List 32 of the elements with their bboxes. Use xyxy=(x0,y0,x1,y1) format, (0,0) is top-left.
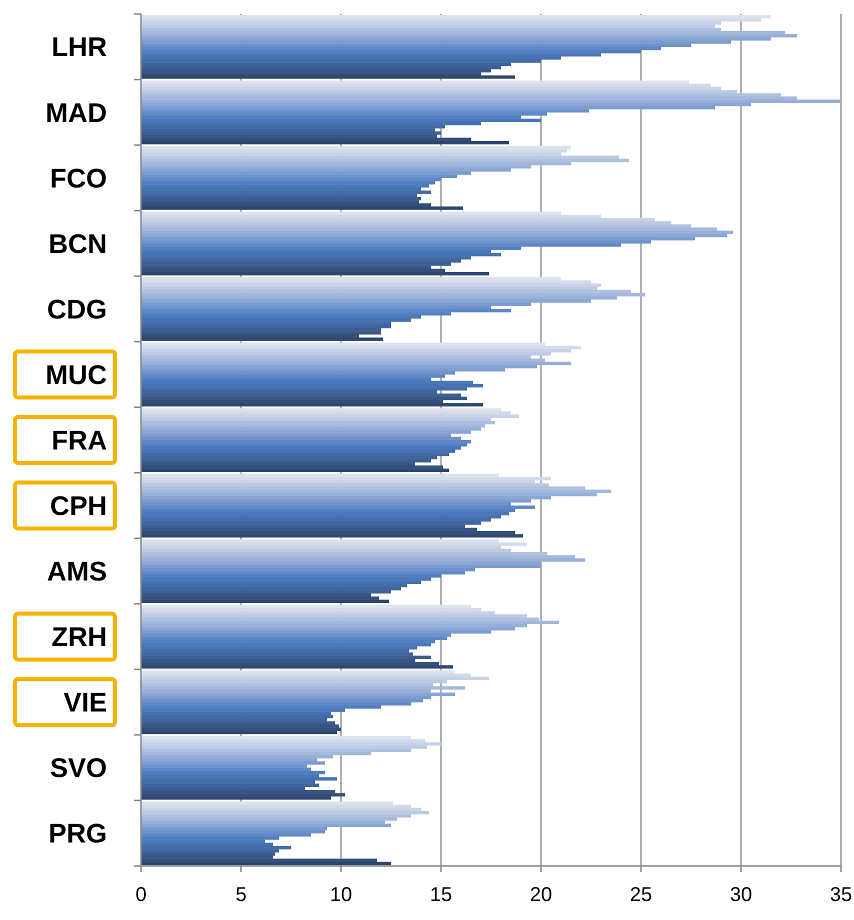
y-tick-label: PRG xyxy=(48,818,107,849)
bar xyxy=(141,75,515,79)
y-tick-label: AMS xyxy=(47,556,107,587)
y-tick-label: MAD xyxy=(46,98,107,128)
x-tick-label: 0 xyxy=(135,884,147,906)
bar xyxy=(141,468,449,472)
x-tick-label: 15 xyxy=(430,884,452,906)
y-tick-label: BCN xyxy=(48,228,107,259)
x-tick-label: 35 xyxy=(830,884,852,906)
bar xyxy=(141,665,453,669)
bar xyxy=(141,403,483,406)
y-tick-label: CPH xyxy=(50,490,107,521)
x-tick-label: 30 xyxy=(730,884,752,906)
x-tick-label: 5 xyxy=(235,884,247,906)
x-tick-label: 10 xyxy=(330,884,352,906)
y-tick-label: SVO xyxy=(50,753,107,784)
bar xyxy=(141,206,463,210)
x-tick-label: 20 xyxy=(530,884,552,906)
y-tick-label: FCO xyxy=(50,163,107,194)
y-tick-label: LHR xyxy=(52,32,107,62)
y-tick-label: CDG xyxy=(47,294,107,324)
y-tick-label: MUC xyxy=(46,360,107,390)
bar xyxy=(141,140,509,144)
y-tick-label: ZRH xyxy=(52,622,107,652)
y-tick-label: VIE xyxy=(63,688,107,718)
x-tick-label: 25 xyxy=(630,884,652,906)
bar xyxy=(141,338,383,341)
y-tick-label: FRA xyxy=(52,425,107,456)
bar xyxy=(141,600,389,604)
bar xyxy=(141,534,523,538)
bar xyxy=(141,824,391,828)
bar xyxy=(141,272,489,276)
